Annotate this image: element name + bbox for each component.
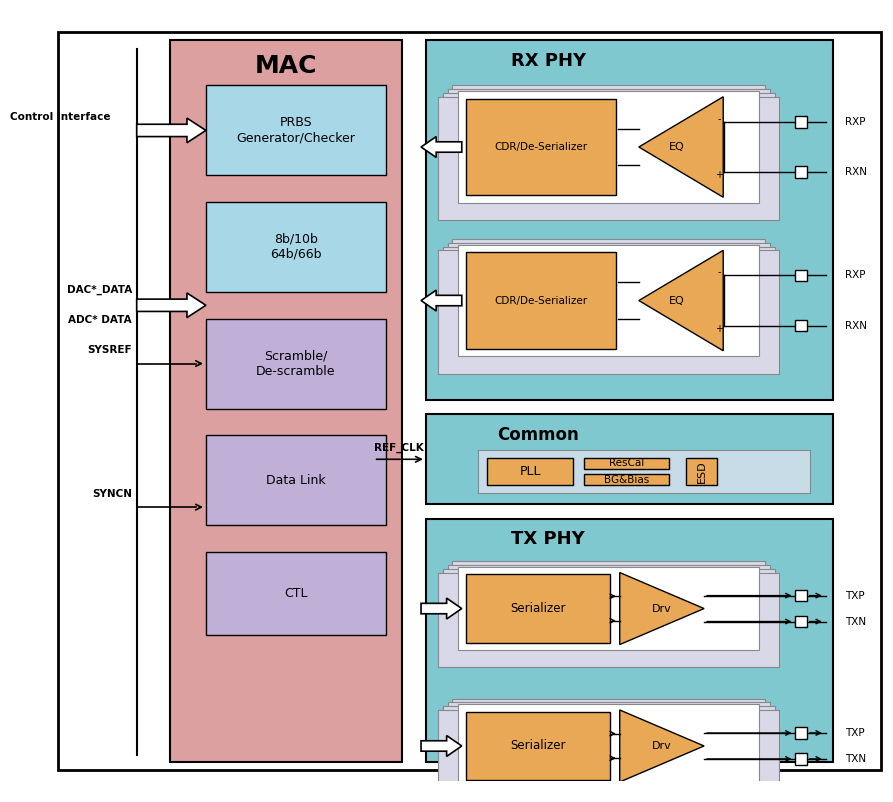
Bar [465,712,610,780]
Bar [796,616,806,627]
Bar [438,97,780,220]
Text: TXN: TXN [845,617,866,626]
Bar [458,567,759,650]
Bar [465,99,616,196]
Bar [447,243,770,366]
Bar [447,89,770,213]
Text: CDR/De-Serializer: CDR/De-Serializer [495,142,588,152]
Text: +: + [715,170,723,180]
Text: EQ: EQ [669,142,685,152]
Text: REF_CLK: REF_CLK [374,443,424,453]
Text: SYSREF: SYSREF [88,346,132,355]
Bar [206,552,386,635]
Polygon shape [620,573,704,645]
Bar [453,699,765,793]
Bar [443,707,774,801]
Text: EQ: EQ [669,296,685,306]
Bar [443,93,774,217]
Text: CTL: CTL [284,587,308,600]
Text: RX PHY: RX PHY [511,52,586,70]
Text: PLL: PLL [519,465,541,478]
Bar [206,435,386,525]
Text: TXN: TXN [845,754,866,764]
Text: SYNCN: SYNCN [92,489,132,499]
Bar [458,245,759,356]
Bar [453,561,765,656]
Polygon shape [620,710,704,782]
Text: MAC: MAC [255,55,317,79]
Bar [465,252,616,349]
Polygon shape [421,290,462,311]
Bar [206,202,386,292]
Text: Data Link: Data Link [266,474,326,487]
Bar [438,250,780,374]
Bar [426,519,833,762]
Bar [438,573,780,667]
Text: Drv: Drv [652,741,672,751]
Bar [458,91,759,203]
Bar [796,727,806,739]
Text: PRBS
Generator/Checker: PRBS Generator/Checker [237,116,355,144]
Text: Common: Common [497,426,579,444]
Bar [206,85,386,176]
Text: CDR/De-Serializer: CDR/De-Serializer [495,296,588,306]
Text: RXP: RXP [845,270,865,281]
Text: Serializer: Serializer [510,602,565,615]
Bar [426,40,833,400]
Bar [443,569,774,663]
Bar [458,704,759,788]
Text: ADC* DATA: ADC* DATA [69,315,132,326]
Bar [584,458,670,468]
Text: RXN: RXN [845,321,867,330]
Polygon shape [421,598,462,619]
Bar [447,703,770,797]
Bar [447,565,770,660]
Bar [426,415,833,504]
Bar [687,458,717,485]
Bar [206,318,386,408]
Polygon shape [137,118,206,143]
Text: Control Interface: Control Interface [10,112,110,122]
Polygon shape [421,136,462,157]
Text: TX PHY: TX PHY [511,530,585,549]
Bar [478,450,810,493]
Text: -: - [718,114,722,124]
Polygon shape [137,293,206,318]
Bar [453,239,765,363]
Bar [170,40,402,762]
Bar [443,246,774,370]
Polygon shape [421,735,462,756]
Text: ResCal: ResCal [609,458,645,468]
Bar [796,590,806,602]
Text: TXP: TXP [845,590,864,601]
Text: -: - [718,267,722,277]
Text: RXP: RXP [845,117,865,127]
Text: 8b/10b
64b/66b: 8b/10b 64b/66b [271,233,321,261]
Text: Serializer: Serializer [510,739,565,752]
Bar [796,753,806,764]
Text: BG&Bias: BG&Bias [604,475,649,485]
Text: TXP: TXP [845,728,864,738]
Bar [796,320,806,331]
Bar [453,85,765,209]
Text: +: + [715,324,723,334]
Bar [465,574,610,642]
Text: Drv: Drv [652,604,672,614]
Bar [796,116,806,128]
Bar [796,269,806,282]
Text: Scramble/
De-scramble: Scramble/ De-scramble [256,350,336,378]
Text: RXN: RXN [845,167,867,177]
Polygon shape [638,250,723,350]
Text: DAC*_DATA: DAC*_DATA [67,285,132,295]
Bar [796,167,806,178]
Text: ESD: ESD [697,460,706,483]
Polygon shape [638,97,723,197]
Bar [438,710,780,802]
Bar [584,475,670,485]
Bar [488,458,572,485]
